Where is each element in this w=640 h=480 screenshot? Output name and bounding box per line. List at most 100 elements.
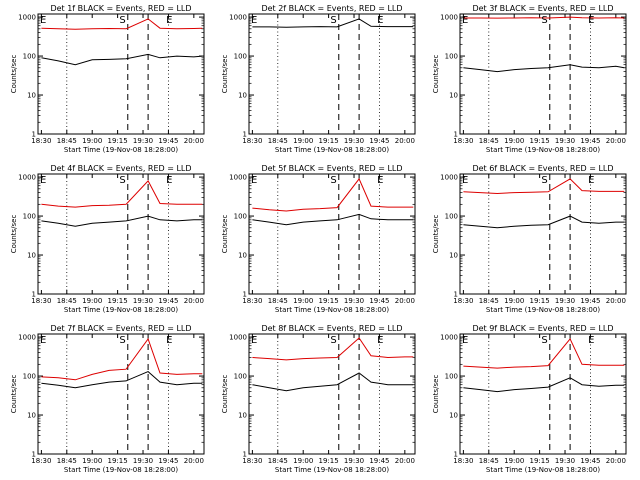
end-marker-label: E: [588, 175, 594, 186]
x-tick-label: 19:30: [133, 457, 153, 465]
y-tick-label: 10: [27, 252, 36, 260]
y-tick-label: 10: [238, 92, 247, 100]
start-marker-label: S: [541, 175, 547, 186]
x-tick-label: 19:15: [108, 137, 128, 145]
detector-panel: Det 6f BLACK = Events, RED = LLD 1 10 100 10…: [432, 164, 627, 314]
x-tick-label: 20:00: [395, 297, 415, 305]
x-tick-label: 19:45: [158, 457, 178, 465]
x-tick-label: 20:00: [606, 137, 626, 145]
panel-title: Det 4f BLACK = Events, RED = LLD: [50, 164, 191, 173]
plot-frame: [37, 13, 205, 135]
y-tick-label: 1: [243, 131, 247, 139]
y-axis-label: Counts/sec: [432, 375, 440, 414]
y-axis-label: Counts/sec: [221, 375, 229, 414]
events-series-line: [252, 372, 414, 392]
y-tick-label: 1000: [18, 174, 36, 182]
detector-panel: Det 4f BLACK = Events, RED = LLD 1 10 100 10…: [10, 164, 205, 314]
x-tick-label: 18:30: [242, 457, 262, 465]
panel-title: Det 2f BLACK = Events, RED = LLD: [261, 4, 402, 13]
x-tick-label: 19:30: [555, 137, 575, 145]
y-tick-label: 100: [234, 213, 247, 221]
y-tick-label: 1: [32, 451, 36, 459]
y-tick-label: 1000: [229, 334, 247, 342]
x-tick-label: 18:45: [268, 297, 288, 305]
end-marker-label: E: [377, 335, 383, 346]
y-tick-label: 100: [23, 53, 36, 61]
y-tick-label: 1000: [229, 174, 247, 182]
lld-series-line: [252, 177, 414, 212]
end-marker-label: E: [251, 335, 257, 346]
x-tick-label: 18:30: [31, 137, 51, 145]
end-marker-label: E: [40, 335, 46, 346]
x-axis-label: Start Time (19-Nov-08 18:28:00): [275, 466, 389, 474]
end-marker-label: E: [251, 15, 257, 26]
x-tick-label: 18:30: [31, 457, 51, 465]
start-marker-label: S: [541, 15, 547, 26]
x-tick-label: 19:00: [293, 297, 313, 305]
y-tick-label: 1: [32, 131, 36, 139]
events-series-line: [41, 371, 203, 389]
y-tick-label: 1000: [18, 14, 36, 22]
detector-panel: Det 9f BLACK = Events, RED = LLD 1 10 100 10…: [432, 324, 627, 474]
y-tick-label: 10: [449, 92, 458, 100]
x-tick-label: 20:00: [606, 297, 626, 305]
x-tick-label: 18:45: [57, 297, 77, 305]
plot-frame: [37, 173, 205, 295]
end-marker-label: E: [462, 335, 468, 346]
x-tick-label: 18:45: [268, 137, 288, 145]
x-tick-label: 18:30: [453, 457, 473, 465]
x-tick-label: 20:00: [606, 457, 626, 465]
x-tick-label: 19:45: [369, 457, 389, 465]
lld-series-line: [463, 16, 625, 19]
end-marker-label: E: [588, 15, 594, 26]
lld-series-line: [463, 337, 625, 369]
start-marker-label: S: [330, 175, 336, 186]
x-tick-label: 19:30: [133, 137, 153, 145]
events-series-line: [463, 377, 625, 393]
x-tick-label: 19:30: [133, 297, 153, 305]
x-axis-label: Start Time (19-Nov-08 18:28:00): [64, 466, 178, 474]
y-tick-label: 100: [445, 373, 458, 381]
x-tick-label: 19:00: [504, 137, 524, 145]
end-marker-label: E: [40, 15, 46, 26]
x-tick-label: 19:45: [580, 137, 600, 145]
events-series-line: [41, 53, 203, 66]
x-tick-label: 19:45: [580, 297, 600, 305]
x-tick-label: 19:30: [344, 297, 364, 305]
x-tick-label: 18:45: [57, 137, 77, 145]
panel-title: Det 1f BLACK = Events, RED = LLD: [50, 4, 191, 13]
y-tick-label: 100: [445, 213, 458, 221]
x-tick-label: 19:00: [82, 457, 102, 465]
end-marker-label: E: [462, 175, 468, 186]
lld-series-line: [252, 337, 414, 361]
y-tick-label: 1000: [440, 334, 458, 342]
x-tick-label: 19:30: [555, 457, 575, 465]
x-tick-label: 19:15: [108, 457, 128, 465]
start-marker-label: S: [330, 15, 336, 26]
y-tick-label: 1: [454, 451, 458, 459]
x-tick-label: 19:00: [293, 137, 313, 145]
plot-frame: [248, 13, 416, 135]
y-tick-label: 100: [23, 373, 36, 381]
x-axis-label: Start Time (19-Nov-08 18:28:00): [64, 146, 178, 154]
x-tick-label: 19:15: [108, 297, 128, 305]
x-tick-label: 19:45: [369, 137, 389, 145]
panel-title: Det 5f BLACK = Events, RED = LLD: [261, 164, 402, 173]
y-axis-label: Counts/sec: [432, 55, 440, 94]
events-series-line: [41, 215, 203, 227]
start-marker-label: S: [330, 335, 336, 346]
x-tick-label: 19:45: [369, 297, 389, 305]
y-tick-label: 1000: [18, 334, 36, 342]
end-marker-label: E: [251, 175, 257, 186]
x-tick-label: 19:30: [344, 457, 364, 465]
panel-title: Det 9f BLACK = Events, RED = LLD: [472, 324, 613, 333]
end-marker-label: E: [462, 15, 468, 26]
events-series-line: [463, 64, 625, 73]
detector-panel: Det 8f BLACK = Events, RED = LLD 1 10 100 10…: [221, 324, 416, 474]
x-tick-label: 18:45: [57, 457, 77, 465]
x-tick-label: 18:45: [268, 457, 288, 465]
panel-title: Det 6f BLACK = Events, RED = LLD: [472, 164, 613, 173]
x-tick-label: 19:00: [82, 297, 102, 305]
x-tick-label: 19:00: [504, 297, 524, 305]
